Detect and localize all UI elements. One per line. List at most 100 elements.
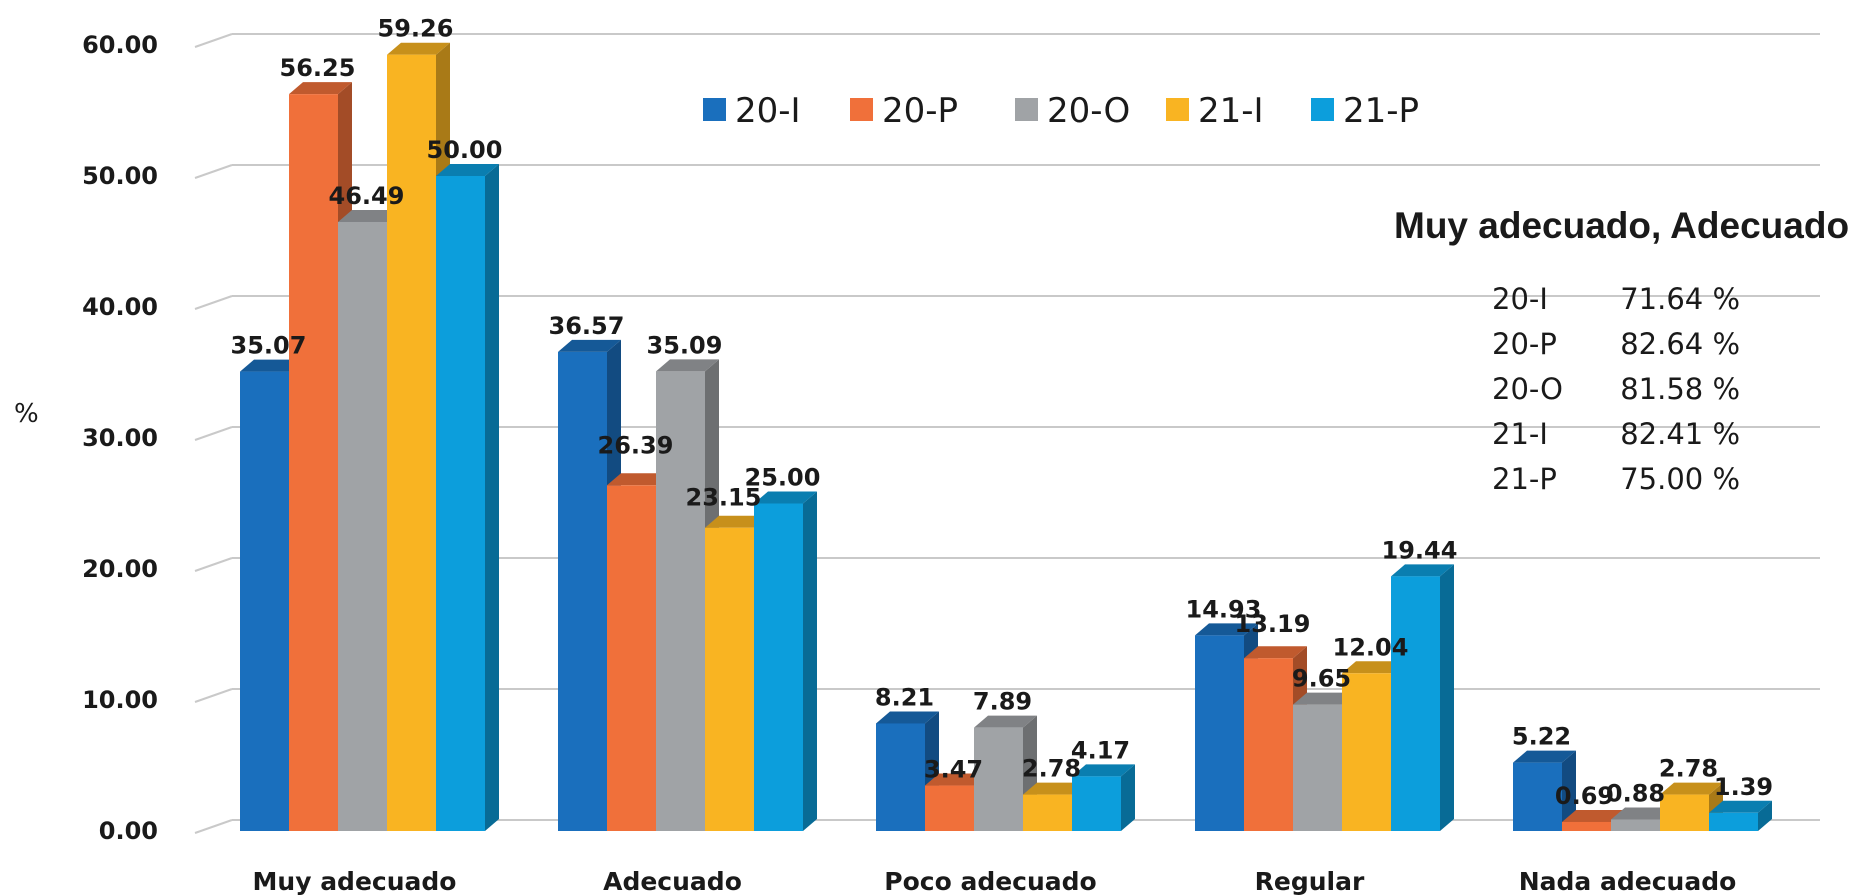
gridline-depth bbox=[194, 688, 233, 703]
bar-21-P-adecuado bbox=[754, 491, 817, 831]
bar-front bbox=[607, 485, 656, 831]
data-label: 36.57 bbox=[549, 312, 625, 340]
y-axis-label: % bbox=[14, 399, 39, 429]
value-labels: 35.07 56.25 46.49 59.26 50.00 36.57 26.39 35.09… bbox=[231, 15, 1774, 810]
data-label: 3.47 bbox=[924, 756, 983, 784]
data-label: 50.00 bbox=[427, 136, 503, 164]
summary-row-value: 81.58 % bbox=[1620, 372, 1740, 406]
y-tick-label: 50.00 bbox=[82, 162, 158, 190]
bar-top bbox=[558, 339, 621, 352]
bar-20-I-nada-adecuado bbox=[1513, 750, 1576, 831]
x-tick-label: Regular bbox=[1255, 867, 1365, 896]
data-label: 35.07 bbox=[231, 332, 307, 360]
bar-top bbox=[705, 515, 768, 528]
data-label: 2.78 bbox=[1022, 755, 1081, 783]
gridline-depth bbox=[194, 819, 233, 834]
bar-top bbox=[1513, 750, 1576, 763]
data-label: 59.26 bbox=[378, 15, 454, 43]
data-label: 0.88 bbox=[1606, 779, 1665, 807]
legend-item: 21-P bbox=[1311, 91, 1419, 131]
x-tick-label: Nada adecuado bbox=[1519, 867, 1737, 896]
data-label: 5.22 bbox=[1512, 723, 1571, 751]
bar-top bbox=[1023, 782, 1086, 795]
y-tick-label: 0.00 bbox=[99, 817, 158, 845]
bar-top bbox=[1342, 661, 1405, 674]
summary-row-label: 20-O bbox=[1492, 372, 1563, 406]
x-tick-label: Muy adecuado bbox=[253, 867, 457, 896]
gridline-depth bbox=[194, 164, 233, 179]
data-label: 56.25 bbox=[280, 54, 356, 82]
bar-front bbox=[338, 221, 387, 831]
bar-top bbox=[1391, 564, 1454, 577]
bar-20-O-poco-adecuado bbox=[974, 715, 1037, 831]
bar-front bbox=[974, 727, 1023, 831]
bar-top bbox=[240, 359, 303, 372]
data-label: 19.44 bbox=[1382, 536, 1458, 564]
bar-top bbox=[1072, 764, 1135, 777]
bar-20-I-poco-adecuado bbox=[876, 711, 939, 831]
data-label: 26.39 bbox=[598, 431, 674, 459]
bar-side bbox=[1440, 564, 1454, 831]
data-label: 46.49 bbox=[329, 182, 405, 210]
legend-label: 21-P bbox=[1343, 91, 1419, 131]
bar-front bbox=[289, 94, 338, 831]
legend-swatch bbox=[703, 98, 726, 121]
bar-top bbox=[1709, 800, 1772, 813]
summary-row-value: 75.00 % bbox=[1620, 462, 1740, 496]
y-axis-ticks: 0.00 10.00 20.00 30.00 40.00 50.00 60.00 bbox=[82, 31, 158, 845]
legend-item: 21-I bbox=[1166, 91, 1264, 131]
bar-top bbox=[974, 715, 1037, 728]
bar-side bbox=[1562, 750, 1576, 831]
gridline-depth bbox=[194, 33, 233, 48]
bar-side bbox=[803, 491, 817, 831]
data-label: 13.19 bbox=[1235, 610, 1311, 638]
category-labels: Muy adecuado Adecuado Poco adecuado Regular… bbox=[253, 867, 1737, 896]
bar-top bbox=[925, 773, 988, 786]
bar-front bbox=[925, 785, 974, 831]
bar-top bbox=[607, 473, 670, 486]
bar-front bbox=[1072, 776, 1121, 831]
data-label: 8.21 bbox=[875, 683, 934, 711]
data-label: 35.09 bbox=[647, 331, 723, 359]
data-label: 0.69 bbox=[1555, 782, 1614, 810]
data-label: 4.17 bbox=[1071, 736, 1130, 764]
bars bbox=[240, 42, 1772, 832]
bar-front bbox=[754, 503, 803, 831]
x-tick-label: Poco adecuado bbox=[884, 867, 1096, 896]
bar-side bbox=[1758, 800, 1772, 831]
bar-front bbox=[1293, 704, 1342, 831]
data-label: 7.89 bbox=[973, 688, 1032, 716]
bar-top bbox=[1562, 809, 1625, 822]
bar-front bbox=[1195, 635, 1244, 831]
legend-label: 21-I bbox=[1198, 91, 1264, 131]
bar-front bbox=[1391, 576, 1440, 831]
bar-20-P-regular bbox=[1244, 646, 1307, 831]
bar-top bbox=[1195, 623, 1258, 636]
bar-front bbox=[1513, 762, 1562, 831]
bar-top bbox=[338, 209, 401, 222]
legend-item: 20-O bbox=[1015, 91, 1130, 131]
legend-swatch bbox=[1166, 98, 1189, 121]
summary-row-value: 82.41 % bbox=[1620, 417, 1740, 451]
legend-swatch bbox=[1311, 98, 1334, 121]
x-tick-label: Adecuado bbox=[603, 867, 742, 896]
bar-side bbox=[1121, 764, 1135, 831]
data-label: 23.15 bbox=[686, 484, 762, 512]
gridline-depth bbox=[194, 557, 233, 572]
data-label: 9.65 bbox=[1292, 665, 1351, 693]
bar-front bbox=[387, 54, 436, 832]
legend: 20-I 20-P 20-O 21-I 21-P bbox=[703, 91, 1419, 131]
bar-front bbox=[1611, 819, 1660, 831]
summary-row-value: 71.64 % bbox=[1620, 282, 1740, 316]
bar-top bbox=[387, 42, 450, 55]
bar-side bbox=[485, 164, 499, 831]
data-label: 14.93 bbox=[1186, 595, 1262, 623]
legend-label: 20-O bbox=[1047, 91, 1130, 131]
gridline-depth bbox=[194, 426, 233, 441]
summary-row-label: 21-I bbox=[1492, 417, 1548, 451]
bar-front bbox=[1562, 821, 1611, 831]
data-label: 25.00 bbox=[745, 464, 821, 492]
bar-21-P-poco-adecuado bbox=[1072, 764, 1135, 831]
bar-top bbox=[1244, 646, 1307, 659]
summary-annotation: Muy adecuado, Adecuado 20-I 71.64 % 20-P 82… bbox=[1394, 205, 1849, 496]
